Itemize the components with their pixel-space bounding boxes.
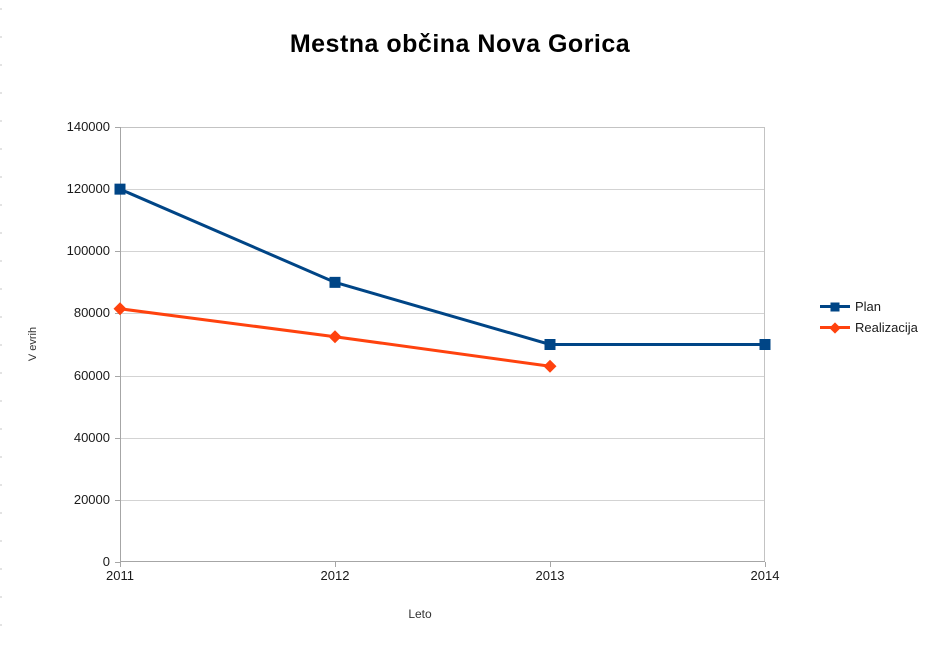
legend-label: Realizacija — [855, 320, 918, 335]
data-point-square — [329, 276, 341, 288]
y-tick-label: 60000 — [73, 367, 110, 383]
y-axis-title: V evrih — [27, 326, 39, 362]
legend-sample-square-icon — [820, 300, 850, 313]
x-tick-label: 2011 — [106, 568, 134, 583]
data-point-diamond — [543, 359, 557, 373]
legend-item-plan: Plan — [820, 296, 918, 317]
data-point-diamond — [113, 302, 127, 316]
legend-sample-diamond-icon — [820, 321, 850, 334]
series-line-plan — [119, 187, 765, 346]
legend-marker-square-icon — [830, 302, 840, 311]
legend-item-realizacija: Realizacija — [820, 317, 918, 338]
y-tick-label: 0 — [102, 554, 110, 569]
y-tick-label: 120000 — [66, 181, 110, 197]
plot-area — [113, 127, 771, 567]
data-point-diamond — [328, 330, 342, 344]
y-tick-label: 40000 — [73, 429, 110, 445]
left-edge-artifacts — [0, 8, 2, 638]
x-axis-title: Leto — [408, 607, 432, 621]
y-tick-label: 140000 — [66, 119, 110, 134]
x-tick-label: 2012 — [320, 568, 350, 583]
data-point-square — [544, 339, 556, 350]
y-tick-label: 100000 — [66, 243, 110, 259]
x-tick-label: 2013 — [535, 568, 565, 583]
data-point-square — [759, 339, 771, 350]
legend-label: Plan — [855, 299, 882, 314]
data-point-square — [114, 183, 126, 195]
legend-marker-diamond-icon — [829, 321, 841, 334]
y-tick-label: 80000 — [73, 305, 110, 321]
y-tick-label: 20000 — [73, 491, 110, 507]
chart-title: Mestna občina Nova Gorica — [289, 30, 631, 58]
plot-svg — [113, 127, 771, 567]
x-tick-label: 2014 — [750, 568, 780, 583]
legend: Plan Realizacija — [820, 296, 918, 338]
